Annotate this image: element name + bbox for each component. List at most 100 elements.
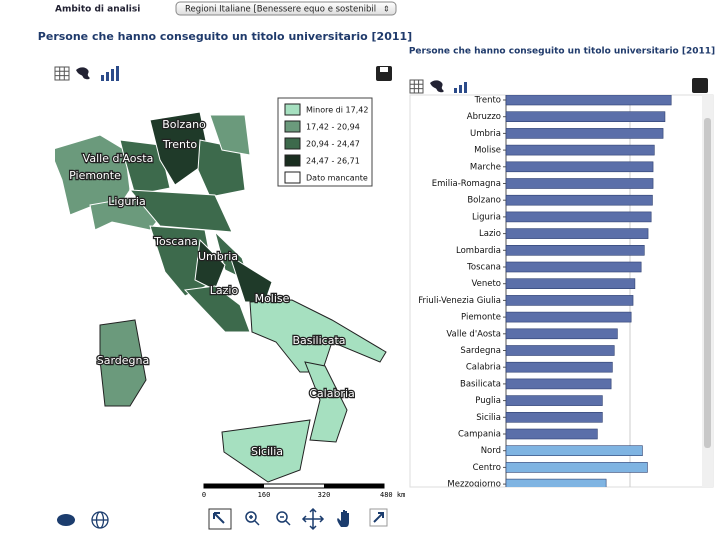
bar [505,111,666,122]
scale-bar [204,484,264,488]
region-label: Molise [255,292,290,305]
map-icon[interactable] [430,80,444,93]
region-shape [99,319,147,407]
select-box[interactable] [175,1,397,16]
category-label: Toscana [466,263,501,273]
category-label: Marche [470,162,501,172]
bar [505,445,643,457]
scale-label: 480 km [380,491,405,499]
chart-icon[interactable] [101,66,119,81]
toolbar-label: Ambito di analisi [55,5,140,15]
map-icon[interactable] [76,67,90,80]
category-label: Basilicata [460,379,501,389]
region-label: Sicilia [251,445,283,458]
category-label: Umbria [470,129,501,139]
bar [505,245,645,256]
region-label: Piemonte [69,169,121,182]
region-label: Umbria [198,250,238,263]
bar [505,211,652,223]
legend-label: 20,94 - 24,47 [306,140,360,149]
bar [505,311,632,323]
zoom-out[interactable] [276,511,288,523]
grid-icon[interactable] [54,66,70,81]
scale-bar [324,484,384,488]
zoom-in[interactable] [245,511,257,523]
legend-label: Dato mancante [306,174,368,183]
legend-label: 24,47 - 26,71 [306,157,360,166]
map: Bolzano Trento Valle d'Aosta Piemonte Liguri… [55,111,387,483]
category-label: Sicilia [476,413,501,423]
globe-icon[interactable] [91,511,109,529]
pan-tool[interactable] [301,507,325,531]
chart-icon[interactable] [454,82,467,93]
region-label: Sardegna [97,354,150,367]
category-label: Sardegna [460,346,501,356]
bar [505,478,607,487]
bar [505,161,654,173]
category-label: Trento [474,96,501,106]
select-arrow-icon [213,512,225,524]
category-label: Veneto [471,279,501,289]
bar [505,228,649,239]
legend-label: Minore di 17,42 [306,106,368,115]
legend-swatch [284,171,301,184]
region-label: Calabria [309,387,355,400]
category-label: Valle d'Aosta [446,329,501,339]
region-label: Lazio [210,284,239,297]
region-shape [149,111,211,186]
bar [505,261,642,273]
bar [505,428,598,440]
region-label: Toscana [153,235,198,248]
save-icon[interactable] [376,66,392,81]
scroll-thumb[interactable] [704,118,711,448]
scale-label: 0 [202,491,206,499]
region-shape [183,285,251,333]
save-icon[interactable] [692,78,708,93]
select-arrow: ⇕ [383,5,390,14]
category-label: Abruzzo [467,112,501,122]
bar [505,395,603,406]
region-label: Liguria [108,195,145,208]
bar [505,378,612,390]
scale-label: 160 [258,491,271,499]
legend-swatch [284,103,301,116]
category-label: Piemonte [461,313,501,323]
region-shape [128,189,233,233]
grid-icon[interactable] [409,79,424,94]
select-text[interactable]: Regioni Italiane [Benessere equo e soste… [185,5,376,15]
region-shape [209,114,251,156]
category-label: Liguria [472,212,501,222]
category-label: Bolzano [467,196,501,206]
legend-swatch [284,154,301,167]
bar [505,194,653,206]
scale-label: 320 [318,491,331,499]
bar [505,328,618,340]
bar [505,462,648,473]
bar [505,128,664,139]
category-label: Calabria [466,363,501,373]
region-label: Basilicata [292,334,345,347]
region-label: Bolzano [162,118,206,131]
region-label: Trento [162,138,197,151]
map-title: Persone che hanno conseguito un titolo u… [38,30,412,43]
legend-label: 17,42 - 20,94 [306,123,360,132]
legend-swatch [284,137,301,150]
bar [505,178,654,189]
bar [505,361,613,373]
category-label: Emilia-Romagna [432,179,501,189]
bar [505,95,672,106]
bar [505,295,634,306]
category-label: Molise [474,146,501,156]
category-label: Lazio [479,229,501,239]
category-label: Friuli-Venezia Giulia [418,296,501,306]
comment-icon[interactable] [57,514,75,526]
category-label: Centro [473,463,501,473]
bar [505,278,636,290]
hand-tool[interactable] [337,510,349,527]
region-shape [304,361,348,443]
region-label: Valle d'Aosta [83,152,154,165]
category-label: Lombardia [456,246,501,256]
category-label: Mezzogiorno [447,480,501,490]
